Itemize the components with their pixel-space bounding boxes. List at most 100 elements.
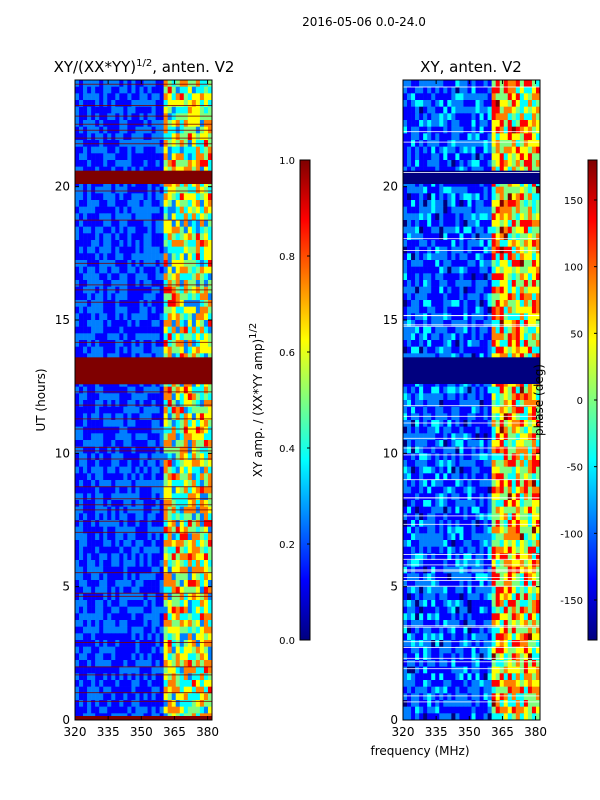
heatmap-cell <box>451 160 456 167</box>
heatmap-cell <box>175 313 181 321</box>
heatmap-cell <box>163 113 168 121</box>
heatmap-cell <box>415 333 420 341</box>
heatmap-cell <box>511 160 517 167</box>
heatmap-cell <box>487 273 492 281</box>
heatmap-cell <box>179 480 185 487</box>
heatmap-cell <box>179 186 185 194</box>
heatmap-cell <box>207 273 213 281</box>
heatmap-cell <box>187 226 193 234</box>
heatmap-cell <box>119 420 124 427</box>
heatmap-cell <box>119 240 124 247</box>
heatmap-cell <box>131 100 136 107</box>
heatmap-cell <box>163 586 168 594</box>
heatmap-cell <box>455 200 460 207</box>
heatmap-cell <box>499 100 505 107</box>
heatmap-cell <box>187 493 193 501</box>
heatmap-cell <box>207 520 213 527</box>
heatmap-cell <box>439 80 444 87</box>
heatmap-cell <box>495 233 501 241</box>
heatmap-cell <box>111 153 116 161</box>
heatmap-cell <box>191 460 197 467</box>
heatmap-cell <box>151 486 156 494</box>
heatmap-cell <box>183 540 189 547</box>
heatmap-cell <box>183 106 189 114</box>
heatmap-cell <box>483 260 488 267</box>
heatmap-cell <box>155 160 160 167</box>
heatmap-cell <box>99 186 104 194</box>
heatmap-cell <box>199 466 205 474</box>
heatmap-cell <box>179 320 185 327</box>
heatmap-cell <box>83 320 88 327</box>
heatmap-cell <box>135 673 140 681</box>
heatmap-cell <box>107 640 112 647</box>
heatmap-cell <box>443 280 448 287</box>
heatmap-cell <box>207 433 213 441</box>
heatmap-cell <box>207 673 213 681</box>
heatmap-cell <box>199 546 205 554</box>
heatmap-cell <box>131 166 136 174</box>
heatmap-cell <box>467 86 472 94</box>
heatmap-cell <box>111 346 116 354</box>
heatmap-cell <box>531 253 537 261</box>
heatmap-cell <box>83 113 88 121</box>
heatmap-cell <box>179 86 185 94</box>
heatmap-cell <box>95 653 100 661</box>
heatmap-cell <box>455 326 460 334</box>
heatmap-cell <box>151 520 156 527</box>
heatmap-cell <box>111 400 116 407</box>
heatmap-cell <box>407 273 412 281</box>
heatmap-cell <box>171 240 177 247</box>
heatmap-cell <box>491 280 496 287</box>
heatmap-cell <box>171 700 177 707</box>
heatmap-cell <box>99 540 104 547</box>
heatmap-cell <box>143 166 148 174</box>
heatmap-cell <box>167 540 173 547</box>
heatmap-cell <box>115 273 120 281</box>
heatmap-cell <box>443 353 448 361</box>
heatmap-cell <box>159 600 164 607</box>
heatmap-cell <box>183 220 189 227</box>
heatmap-cell <box>415 346 420 354</box>
heatmap-cell <box>203 346 209 354</box>
heatmap-cell <box>451 86 456 94</box>
heatmap-cell <box>435 86 440 94</box>
heatmap-cell <box>435 186 440 194</box>
heatmap-cell <box>203 386 209 394</box>
heatmap-cell <box>447 273 452 281</box>
heatmap-cell <box>91 433 96 441</box>
heatmap-cell <box>191 553 197 561</box>
heatmap-cell <box>119 640 124 647</box>
heatmap-cell <box>155 113 160 121</box>
heatmap-cell <box>119 440 124 447</box>
heatmap-cell <box>115 433 120 441</box>
heatmap-cell <box>175 320 181 327</box>
heatmap-cell <box>403 260 408 267</box>
heatmap-cell <box>139 546 144 554</box>
heatmap-cell <box>87 300 92 307</box>
heatmap-cell <box>75 333 80 341</box>
heatmap-cell <box>175 133 181 141</box>
heatmap-cell <box>503 193 509 201</box>
heatmap-cell <box>123 93 128 101</box>
heatmap-cell <box>171 680 177 687</box>
heatmap-cell <box>159 280 164 287</box>
heatmap-cell <box>175 100 181 107</box>
heatmap-cell <box>463 266 468 274</box>
heatmap-cell <box>143 113 148 121</box>
heatmap-cell <box>191 393 197 401</box>
heatmap-cell <box>207 80 213 87</box>
heatmap-cell <box>127 466 132 474</box>
heatmap-cell <box>139 453 144 461</box>
heatmap-cell <box>527 320 533 327</box>
heatmap-cell <box>499 220 505 227</box>
heatmap-cell <box>115 246 120 254</box>
heatmap-cell <box>207 146 213 154</box>
heatmap-cell <box>135 193 140 201</box>
heatmap-cell <box>115 586 120 594</box>
heatmap-cell <box>151 673 156 681</box>
heatmap-cell <box>403 166 408 174</box>
y-tick-label: 5 <box>62 580 70 594</box>
flagged-band <box>75 357 212 384</box>
heatmap-cell <box>143 386 148 394</box>
